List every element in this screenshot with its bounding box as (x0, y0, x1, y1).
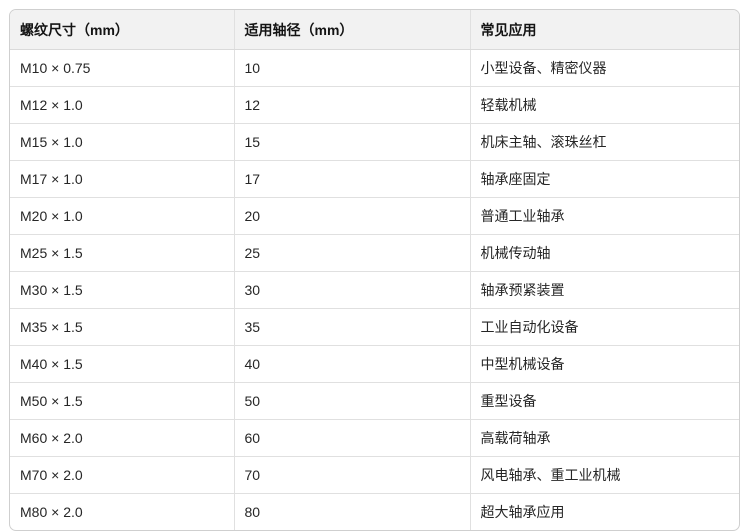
table-cell: 轴承预紧装置 (469, 271, 739, 309)
table-row: M25 × 1.5 25 机械传动轴 (10, 234, 739, 272)
table-cell: 机械传动轴 (469, 234, 739, 272)
table-cell: 40 (233, 345, 470, 383)
table-cell: 35 (233, 308, 470, 346)
table-cell: 70 (233, 456, 470, 494)
table-cell: M17 × 1.0 (10, 160, 234, 198)
table-row: M40 × 1.5 40 中型机械设备 (10, 345, 739, 383)
spec-table-container: 螺纹尺寸（mm） 适用轴径（mm） 常见应用 M10 × 0.75 10 小型设备、… (9, 9, 740, 531)
table-row: M50 × 1.5 50 重型设备 (10, 382, 739, 420)
table-cell: 机床主轴、滚珠丝杠 (469, 123, 739, 161)
table-cell: 30 (233, 271, 470, 309)
table-cell: M60 × 2.0 (10, 419, 234, 457)
table-cell: M70 × 2.0 (10, 456, 234, 494)
table-cell: 20 (233, 197, 470, 235)
table-cell: 超大轴承应用 (469, 493, 739, 530)
table-cell: 重型设备 (469, 382, 739, 420)
table-cell: M15 × 1.0 (10, 123, 234, 161)
table-cell: M20 × 1.0 (10, 197, 234, 235)
table-cell: 10 (233, 49, 470, 87)
table-cell: 80 (233, 493, 470, 530)
spec-table: 螺纹尺寸（mm） 适用轴径（mm） 常见应用 M10 × 0.75 10 小型设备、… (10, 10, 739, 530)
table-cell: 轴承座固定 (469, 160, 739, 198)
table-cell: 50 (233, 382, 470, 420)
table-cell: M25 × 1.5 (10, 234, 234, 272)
table-header: 螺纹尺寸（mm） 适用轴径（mm） 常见应用 (10, 10, 739, 50)
table-cell: 17 (233, 160, 470, 198)
page: 螺纹尺寸（mm） 适用轴径（mm） 常见应用 M10 × 0.75 10 小型设备、… (9, 9, 740, 531)
table-cell: 25 (233, 234, 470, 272)
table-cell: 轻载机械 (469, 86, 739, 124)
table-row: M15 × 1.0 15 机床主轴、滚珠丝杠 (10, 123, 739, 161)
table-cell: 风电轴承、重工业机械 (469, 456, 739, 494)
table-row: M60 × 2.0 60 高载荷轴承 (10, 419, 739, 457)
table-cell: 60 (233, 419, 470, 457)
header-row: 螺纹尺寸（mm） 适用轴径（mm） 常见应用 (10, 10, 739, 50)
table-row: M17 × 1.0 17 轴承座固定 (10, 160, 739, 198)
table-row: M80 × 2.0 80 超大轴承应用 (10, 493, 739, 530)
table-cell: M40 × 1.5 (10, 345, 234, 383)
table-cell: 工业自动化设备 (469, 308, 739, 346)
table-cell: M10 × 0.75 (10, 49, 234, 87)
table-cell: 中型机械设备 (469, 345, 739, 383)
table-cell: 15 (233, 123, 470, 161)
table-row: M12 × 1.0 12 轻载机械 (10, 86, 739, 124)
table-cell: 12 (233, 86, 470, 124)
table-cell: 普通工业轴承 (469, 197, 739, 235)
table-cell: 高载荷轴承 (469, 419, 739, 457)
table-cell: M12 × 1.0 (10, 86, 234, 124)
column-header-shaft-diameter: 适用轴径（mm） (233, 10, 470, 50)
table-cell: M80 × 2.0 (20, 504, 83, 520)
table-cell: M50 × 1.5 (10, 382, 234, 420)
column-header-common-applications: 常见应用 (469, 10, 739, 50)
table-row: M20 × 1.0 20 普通工业轴承 (10, 197, 739, 235)
table-body: M10 × 0.75 10 小型设备、精密仪器 M12 × 1.0 12 轻载机械 M15 … (10, 49, 739, 530)
table-row: M30 × 1.5 30 轴承预紧装置 (10, 271, 739, 309)
column-header-thread-size: 螺纹尺寸（mm） (10, 10, 234, 50)
table-cell: M30 × 1.5 (10, 271, 234, 309)
table-row: M10 × 0.75 10 小型设备、精密仪器 (10, 49, 739, 87)
table-row: M35 × 1.5 35 工业自动化设备 (10, 308, 739, 346)
table-row: M70 × 2.0 70 风电轴承、重工业机械 (10, 456, 739, 494)
table-cell: 小型设备、精密仪器 (469, 49, 739, 87)
table-cell: M35 × 1.5 (10, 308, 234, 346)
